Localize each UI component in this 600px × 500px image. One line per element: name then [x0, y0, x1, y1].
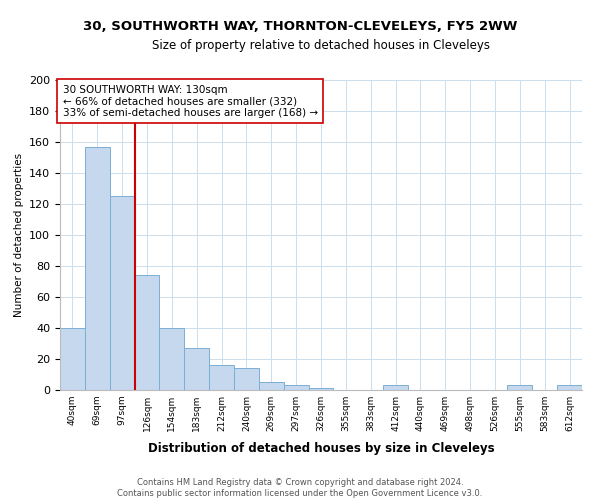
Bar — [209, 365, 234, 390]
Bar — [508, 386, 532, 390]
Text: Contains HM Land Registry data © Crown copyright and database right 2024.
Contai: Contains HM Land Registry data © Crown c… — [118, 478, 482, 498]
Text: 30 SOUTHWORTH WAY: 130sqm
← 66% of detached houses are smaller (332)
33% of semi: 30 SOUTHWORTH WAY: 130sqm ← 66% of detac… — [62, 84, 318, 118]
Text: 30, SOUTHWORTH WAY, THORNTON-CLEVELEYS, FY5 2WW: 30, SOUTHWORTH WAY, THORNTON-CLEVELEYS, … — [83, 20, 517, 33]
Bar — [60, 328, 85, 390]
Bar — [85, 146, 110, 390]
Bar — [234, 368, 259, 390]
Bar — [557, 386, 582, 390]
Y-axis label: Number of detached properties: Number of detached properties — [14, 153, 23, 317]
Bar — [134, 276, 160, 390]
X-axis label: Distribution of detached houses by size in Cleveleys: Distribution of detached houses by size … — [148, 442, 494, 456]
Bar — [259, 382, 284, 390]
Bar — [184, 348, 209, 390]
Bar — [383, 386, 408, 390]
Bar — [308, 388, 334, 390]
Bar — [110, 196, 134, 390]
Bar — [284, 386, 308, 390]
Title: Size of property relative to detached houses in Cleveleys: Size of property relative to detached ho… — [152, 40, 490, 52]
Bar — [160, 328, 184, 390]
